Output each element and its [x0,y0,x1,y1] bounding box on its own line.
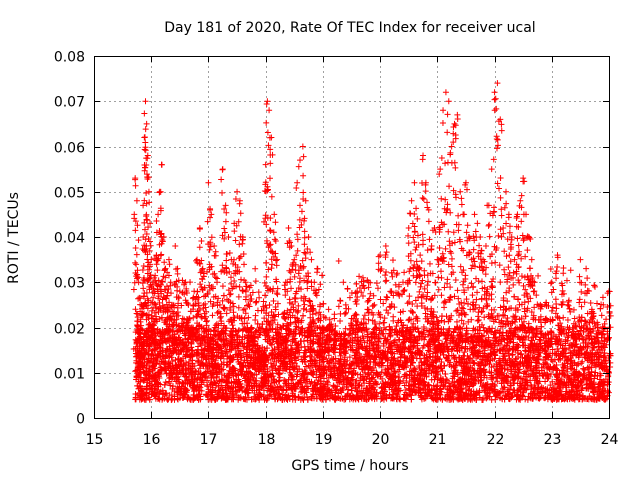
roti-point-band [535,272,542,279]
roti-point-band [445,380,452,387]
roti-point-band [483,329,490,336]
roti-point-band [361,312,368,319]
roti-point-band [592,283,599,290]
roti-point-band [252,299,259,306]
roti-point-band [438,365,445,372]
roti-point-band [527,295,534,302]
roti-point-band [491,355,498,362]
roti-point-band [195,357,202,364]
roti-point-band [230,309,237,316]
roti-point-band [300,305,307,312]
roti-point-band [603,316,610,323]
roti-point-band [576,299,583,306]
roti-point-band [133,310,140,317]
roti-point-band [256,294,263,301]
roti-point-band [219,283,226,290]
roti-point-band [340,279,347,286]
roti-point-band [389,257,396,264]
roti-point-band [483,303,490,310]
roti-point-band [185,358,192,365]
roti-point-band [253,298,260,305]
roti-point-band [373,280,380,287]
roti-point-band [162,379,169,386]
roti-point-band [441,318,448,325]
roti-point-band [404,300,411,307]
roti-point-band [381,315,388,322]
roti-point-band [163,370,170,377]
roti-point-band [252,278,259,285]
roti-point-band [599,294,606,301]
roti-point-band [249,289,256,296]
roti-point-band [407,362,414,369]
roti-point-band [402,387,409,394]
roti-point-band [567,267,574,274]
roti-point-band [587,300,594,307]
roti-point-band [480,324,487,331]
roti-point-band [475,362,482,369]
roti-point-band [267,360,274,367]
data-points [130,80,614,403]
roti-point-band [265,266,272,273]
roti-point-band [247,292,254,299]
roti-point-band [594,300,601,307]
roti-point-band [252,265,259,272]
roti-point-band [268,308,275,315]
roti-point-band [345,386,352,393]
roti-point-band [578,288,585,295]
roti-point-band [425,278,432,285]
roti-point-band [521,318,528,325]
roti-point-band [303,363,310,370]
roti-point-band [317,281,324,288]
roti-point-band [547,382,554,389]
roti-point-band [511,368,518,375]
roti-point-band [256,324,263,331]
roti-point-band [356,273,363,280]
roti-point-band [328,359,335,366]
roti-point-band [596,376,603,383]
roti-point-band [235,293,242,300]
roti-point-band [479,308,486,315]
roti-point-band [383,269,390,276]
roti-point-band [255,289,262,296]
roti-point-band [319,272,326,279]
roti-point-band [374,285,381,292]
roti-point-band [604,388,611,395]
roti-point-band [346,294,353,301]
roti-point-band [380,300,387,307]
roti-point-band [465,300,472,307]
roti-point-band [401,269,408,276]
roti-point-band [335,257,342,264]
roti-point-band [351,312,358,319]
roti-point-band [228,274,235,281]
roti-point-band [560,265,567,272]
roti-point-band [534,346,541,353]
roti-point-band [344,285,351,292]
roti-point-band [547,265,554,272]
